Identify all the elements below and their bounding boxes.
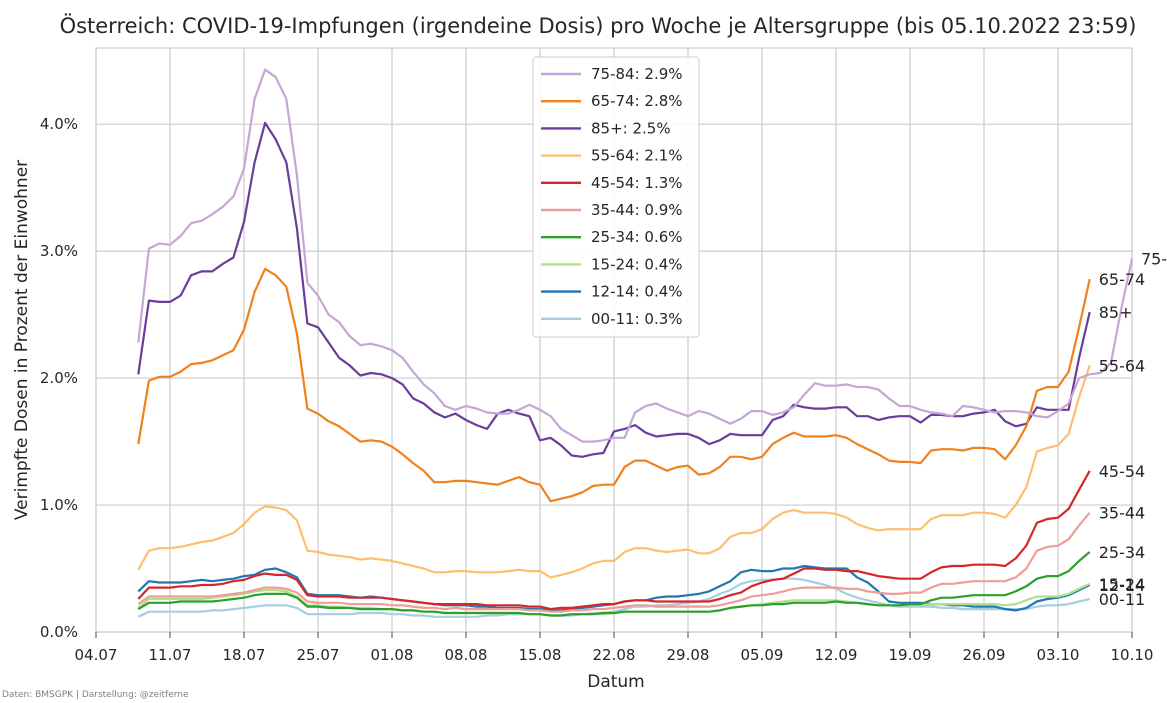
end-label-35-44: 35-44 [1099,504,1146,523]
y-axis-label: Verimpfte Dosen in Prozent der Einwohner [12,160,32,520]
y-tick-label: 4.0% [40,115,78,133]
series-line-85+ [137,121,1091,458]
legend-box [532,56,700,338]
series-line-35-44 [137,511,1091,613]
legend-label-55-64: 55-64: 2.1% [591,147,683,165]
end-label-85+: 85+ [1099,303,1133,322]
legend-label-35-44: 35-44: 0.9% [591,201,683,219]
legend-label-15-24: 15-24: 0.4% [591,255,683,273]
series-line-55-64 [137,365,1091,579]
x-tick-label: 26.09 [963,646,1006,664]
legend-label-45-54: 45-54: 1.3% [591,174,683,192]
x-tick-label: 15.08 [519,646,562,664]
x-tick-label: 22.08 [593,646,636,664]
x-tick-label: 29.08 [667,646,710,664]
legend-label-75-84: 75-84: 2.9% [591,65,683,83]
chart-title: Österreich: COVID-19-Impfungen (irgendei… [60,13,1137,38]
legend-label-12-14: 12-14: 0.4% [591,283,683,301]
legend-label-85+: 85+: 2.5% [591,119,671,137]
x-tick-label: 05.09 [741,646,784,664]
series-line-25-34 [137,551,1091,617]
series-line-75-84 [137,68,1134,443]
y-tick-label: 0.0% [40,623,78,641]
x-tick-label: 04.07 [75,646,118,664]
series-lines [137,68,1134,618]
end-label-00-11: 00-11 [1099,590,1146,609]
x-tick-label: 12.09 [815,646,858,664]
x-tick-label: 25.07 [297,646,340,664]
series-line-45-54 [137,470,1091,611]
y-axis: 0.0% 1.0% 2.0% 3.0% 4.0% [40,115,78,641]
legend-label-00-11: 00-11: 0.3% [591,310,683,328]
end-label-45-54: 45-54 [1099,462,1146,481]
legend-label-65-74: 65-74: 2.8% [591,92,683,110]
x-axis: 04.07 11.07 18.07 25.07 01.08 08.08 15.08 22.08… [75,632,1154,664]
y-tick-label: 3.0% [40,242,78,260]
series-line-00-11 [137,577,1090,618]
x-tick-label: 03.10 [1037,646,1080,664]
end-label-55-64: 55-64 [1099,356,1146,375]
end-label-15-24: 15-24 [1099,575,1146,594]
legend: 75-84: 2.9% 65-74: 2.8% 85+: 2.5% 55-64: 2.… [532,56,700,338]
x-tick-label: 01.08 [371,646,414,664]
legend-label-25-34: 25-34: 0.6% [591,228,683,246]
x-axis-label: Datum [587,672,645,692]
x-tick-label: 19.09 [889,646,932,664]
series-line-65-74 [137,267,1091,503]
end-label-12-14: 12-14 [1099,576,1146,595]
y-tick-label: 2.0% [40,369,78,387]
source-footnote: Daten: BMSGPK | Darstellung: @zeitferne [2,690,189,700]
y-tick-label: 1.0% [40,496,78,514]
end-label-65-74: 65-74 [1099,270,1146,289]
x-tick-label: 18.07 [223,646,266,664]
end-label-75-84: 75-84 [1141,250,1167,269]
end-label-25-34: 25-34 [1099,543,1146,562]
x-tick-label: 08.08 [445,646,488,664]
x-tick-label: 10.10 [1111,646,1154,664]
x-tick-label: 11.07 [149,646,192,664]
